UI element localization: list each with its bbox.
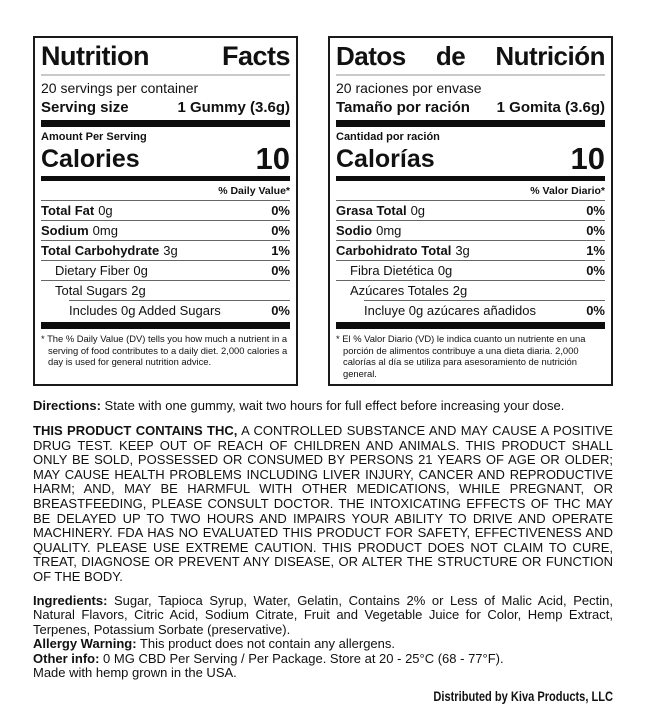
calories-label: Calorías <box>336 145 435 173</box>
nutrition-facts-panel-en: Nutrition Facts 20 servings per containe… <box>33 36 298 387</box>
calories-value: 10 <box>255 141 290 176</box>
calories-row: Calories 10 <box>41 141 290 176</box>
allergy-label: Allergy Warning: <box>33 636 137 652</box>
directions-label: Directions: <box>33 398 101 414</box>
nutrient-row-added-sugars: Includes 0g Added Sugars 0% <box>69 303 290 318</box>
nutrient-row-fibra-dietetica: Fibra Dietética 0g 0% <box>336 260 605 280</box>
medium-bar <box>41 176 290 181</box>
ingredients-line: Ingredients: Sugar, Tapioca Syrup, Water… <box>33 592 613 638</box>
nutrient-row-total-carbohydrate: Total Carbohydrate 3g 1% <box>41 240 290 260</box>
nutrient-row-total-fat: Total Fat 0g 0% <box>41 200 290 220</box>
thick-bar <box>336 322 605 329</box>
other-info-label: Other info: <box>33 650 100 666</box>
nutrient-row-sodium: Sodium 0mg 0% <box>41 220 290 240</box>
nutrient-row-grasa-total: Grasa Total 0g 0% <box>336 200 605 220</box>
warning-text: A CONTROLLED SUBSTANCE AND MAY CAUSE A P… <box>33 422 613 584</box>
label-sheet: Nutrition Facts 20 servings per containe… <box>33 36 613 705</box>
ingredients-text: Sugar, Tapioca Syrup, Water, Gelatin, Co… <box>33 592 613 637</box>
thick-bar <box>41 322 290 329</box>
title-divider <box>336 74 605 76</box>
indented-divider <box>364 300 605 301</box>
serving-size-value: 1 Gomita (3.6g) <box>496 99 605 116</box>
nutrition-facts-panel-es: Datos de Nutrición 20 raciones por envas… <box>328 36 613 387</box>
calories-row: Calorías 10 <box>336 141 605 176</box>
daily-value-footnote: * El % Valor Diario (VD) le indica cuant… <box>336 333 586 379</box>
hemp-origin-line: Made with hemp grown in the USA. <box>33 665 237 681</box>
servings-per-container: 20 servings per container <box>41 80 199 96</box>
serving-size-row: Tamaño por ración 1 Gomita (3.6g) <box>336 98 605 117</box>
allergy-text: This product does not contain any allerg… <box>136 636 396 652</box>
amount-per-serving-label: Amount Per Serving <box>41 131 147 143</box>
indented-divider <box>69 300 290 301</box>
nutrition-panels: Nutrition Facts 20 servings per containe… <box>33 36 613 387</box>
panel-title: Nutrition Facts <box>41 41 290 71</box>
thc-warning-paragraph: THIS PRODUCT CONTAINS THC, A CONTROLLED … <box>33 422 613 585</box>
serving-size-label: Serving size <box>41 99 129 116</box>
calories-value: 10 <box>570 141 605 176</box>
serving-size-value: 1 Gummy (3.6g) <box>177 99 290 116</box>
allergy-warning-line: Allergy Warning: This product does not c… <box>33 636 613 652</box>
title-divider <box>41 74 290 76</box>
distributor-line: Distributed by Kiva Products, LLC <box>433 689 613 705</box>
nutrient-row-carbohidrato-total: Carbohidrato Total 3g 1% <box>336 240 605 260</box>
panel-title: Datos de Nutrición <box>336 41 605 71</box>
nutrient-row-dietary-fiber: Dietary Fiber 0g 0% <box>41 260 290 280</box>
serving-size-label: Tamaño por ración <box>336 99 470 116</box>
other-info-line: Other info: 0 MG CBD Per Serving / Per P… <box>33 650 613 667</box>
daily-value-header: % Valor Diario* <box>530 185 605 197</box>
servings-per-container: 20 raciones por envase <box>336 80 482 96</box>
nutrient-row-sodio: Sodio 0mg 0% <box>336 220 605 240</box>
nutrient-row-total-sugars: Total Sugars 2g <box>41 280 290 300</box>
nutrient-row-azucares-anadidos: Incluye 0g azúcares añadidos 0% <box>364 303 605 318</box>
calories-label: Calories <box>41 145 140 173</box>
thick-bar <box>336 120 605 127</box>
label-info-block: Directions: State with one gummy, wait t… <box>33 399 613 704</box>
amount-per-serving-label: Cantidad por ración <box>336 131 440 143</box>
ingredients-label: Ingredients: <box>33 592 108 608</box>
directions-line: Directions: State with one gummy, wait t… <box>33 399 613 414</box>
nutrient-row-azucares-totales: Azúcares Totales 2g <box>336 280 605 300</box>
other-info-text: 0 MG CBD Per Serving / Per Package. Stor… <box>99 650 504 666</box>
medium-bar <box>336 176 605 181</box>
directions-text: State with one gummy, wait two hours for… <box>100 398 565 414</box>
warning-bold-lead: THIS PRODUCT CONTAINS THC, <box>33 422 238 438</box>
thick-bar <box>41 120 290 127</box>
daily-value-footnote: * The % Daily Value (DV) tells you how m… <box>41 333 288 368</box>
daily-value-header: % Daily Value* <box>218 185 290 197</box>
serving-size-row: Serving size 1 Gummy (3.6g) <box>41 98 290 117</box>
